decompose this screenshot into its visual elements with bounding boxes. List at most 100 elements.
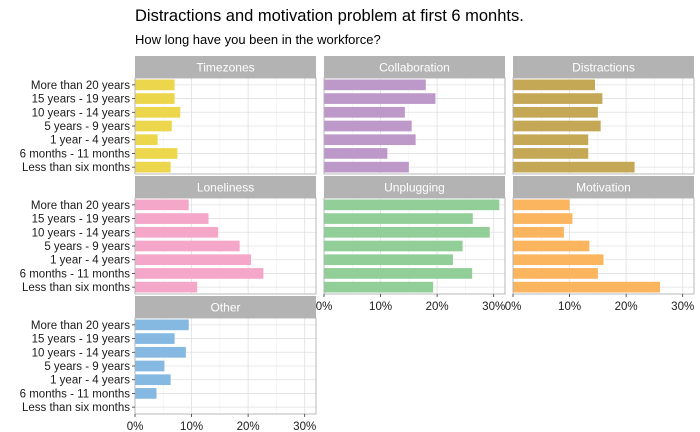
bar-motivation-1 bbox=[513, 199, 570, 211]
y-tick-label: 10 years - 14 years bbox=[32, 107, 131, 119]
y-tick-label: 1 year - 4 years bbox=[50, 135, 130, 147]
bar-distractions-3 bbox=[513, 106, 598, 118]
y-tick-label: Less than six months bbox=[22, 402, 130, 414]
bar-timezones-5 bbox=[135, 134, 158, 146]
facet-label-other: Other bbox=[210, 301, 240, 315]
bar-distractions-7 bbox=[513, 161, 635, 173]
facet-label-timezones: Timezones bbox=[196, 61, 254, 75]
y-tick-label: 5 years - 9 years bbox=[44, 121, 130, 133]
bar-collaboration-1 bbox=[324, 79, 426, 91]
bar-unplugging-3 bbox=[324, 226, 490, 238]
bar-unplugging-6 bbox=[324, 268, 473, 279]
x-tick-label: 30% bbox=[671, 301, 694, 313]
bar-motivation-2 bbox=[513, 213, 573, 224]
bar-unplugging-2 bbox=[324, 213, 473, 224]
x-tick-label: 20% bbox=[237, 421, 260, 432]
facet-strip-collaboration bbox=[324, 56, 505, 78]
bar-other-4 bbox=[135, 360, 165, 372]
bar-motivation-3 bbox=[513, 226, 564, 238]
x-tick-label: 30% bbox=[482, 301, 505, 313]
y-tick-label: Less than six months bbox=[22, 162, 130, 174]
y-tick-label: More than 20 years bbox=[31, 320, 130, 332]
bar-collaboration-4 bbox=[324, 120, 412, 132]
bar-unplugging-1 bbox=[324, 199, 500, 211]
y-tick-label: Less than six months bbox=[22, 282, 130, 294]
bar-loneliness-4 bbox=[135, 240, 240, 252]
facet-strip-unplugging bbox=[324, 176, 505, 198]
bar-other-5 bbox=[135, 374, 171, 386]
bar-collaboration-3 bbox=[324, 106, 405, 118]
y-tick-label: More than 20 years bbox=[31, 200, 130, 212]
y-tick-label: More than 20 years bbox=[31, 80, 130, 92]
facet-strip-motivation bbox=[513, 176, 694, 198]
x-tick-label: 0% bbox=[127, 421, 144, 432]
facet-strip-loneliness bbox=[135, 176, 316, 198]
facet-border-distractions bbox=[512, 77, 695, 175]
bar-loneliness-3 bbox=[135, 226, 219, 238]
x-tick-label: 0% bbox=[316, 301, 333, 313]
bar-motivation-7 bbox=[513, 281, 661, 293]
y-tick-label: 1 year - 4 years bbox=[50, 255, 130, 267]
bar-timezones-7 bbox=[135, 161, 171, 173]
y-tick-label: 6 months - 11 months bbox=[20, 388, 131, 400]
y-tick-label: 5 years - 9 years bbox=[44, 361, 130, 373]
y-tick-label: 5 years - 9 years bbox=[44, 241, 130, 253]
facet-border-unplugging bbox=[323, 197, 506, 295]
bar-motivation-5 bbox=[513, 254, 604, 266]
facet-strip-distractions bbox=[513, 56, 694, 78]
x-tick-label: 30% bbox=[293, 421, 316, 432]
bar-timezones-1 bbox=[135, 79, 175, 91]
bar-other-1 bbox=[135, 319, 189, 331]
bar-timezones-2 bbox=[135, 93, 175, 104]
bar-distractions-1 bbox=[513, 79, 596, 91]
facet-border-collaboration bbox=[323, 77, 506, 175]
bar-collaboration-6 bbox=[324, 148, 388, 159]
x-tick-label: 10% bbox=[558, 301, 581, 313]
facet-label-motivation: Motivation bbox=[576, 181, 631, 195]
bar-timezones-4 bbox=[135, 120, 172, 132]
bar-motivation-6 bbox=[513, 268, 598, 279]
chart-title: Distractions and motivation problem at f… bbox=[135, 7, 524, 25]
bar-unplugging-5 bbox=[324, 254, 453, 266]
x-tick-label: 0% bbox=[505, 301, 522, 313]
facet-label-collaboration: Collaboration bbox=[379, 61, 450, 75]
bar-loneliness-1 bbox=[135, 199, 189, 211]
x-tick-label: 20% bbox=[426, 301, 449, 313]
facet-label-loneliness: Loneliness bbox=[197, 181, 254, 195]
bar-distractions-5 bbox=[513, 134, 589, 146]
bar-collaboration-5 bbox=[324, 134, 416, 146]
bar-timezones-3 bbox=[135, 106, 181, 118]
facet-label-unplugging: Unplugging bbox=[384, 181, 445, 195]
chart-subtitle: How long have you been in the workforce? bbox=[135, 32, 381, 47]
y-tick-label: 15 years - 19 years bbox=[32, 214, 131, 226]
y-tick-label: 6 months - 11 months bbox=[20, 148, 131, 160]
y-tick-label: 6 months - 11 months bbox=[20, 268, 131, 280]
bar-other-3 bbox=[135, 346, 186, 358]
x-tick-label: 20% bbox=[615, 301, 638, 313]
bar-loneliness-5 bbox=[135, 254, 251, 266]
bar-unplugging-7 bbox=[324, 281, 434, 293]
facet-border-motivation bbox=[512, 197, 695, 295]
y-tick-label: 10 years - 14 years bbox=[32, 347, 131, 359]
x-tick-label: 10% bbox=[180, 421, 203, 432]
facet-strip-other bbox=[135, 296, 316, 318]
bar-timezones-6 bbox=[135, 148, 178, 159]
bar-motivation-4 bbox=[513, 240, 590, 252]
bar-distractions-4 bbox=[513, 120, 601, 132]
bar-loneliness-6 bbox=[135, 268, 264, 279]
x-tick-label: 10% bbox=[369, 301, 392, 313]
y-tick-label: 10 years - 14 years bbox=[32, 227, 131, 239]
bar-loneliness-2 bbox=[135, 213, 209, 224]
y-tick-label: 15 years - 19 years bbox=[32, 334, 131, 346]
bar-loneliness-7 bbox=[135, 281, 198, 293]
bar-other-6 bbox=[135, 388, 157, 399]
bar-collaboration-7 bbox=[324, 161, 409, 173]
bar-distractions-6 bbox=[513, 148, 589, 159]
bar-other-2 bbox=[135, 333, 175, 344]
facet-label-distractions: Distractions bbox=[572, 61, 635, 75]
y-tick-label: 15 years - 19 years bbox=[32, 94, 131, 106]
bar-collaboration-2 bbox=[324, 93, 436, 104]
bar-distractions-2 bbox=[513, 93, 603, 104]
facet-strip-timezones bbox=[135, 56, 316, 78]
